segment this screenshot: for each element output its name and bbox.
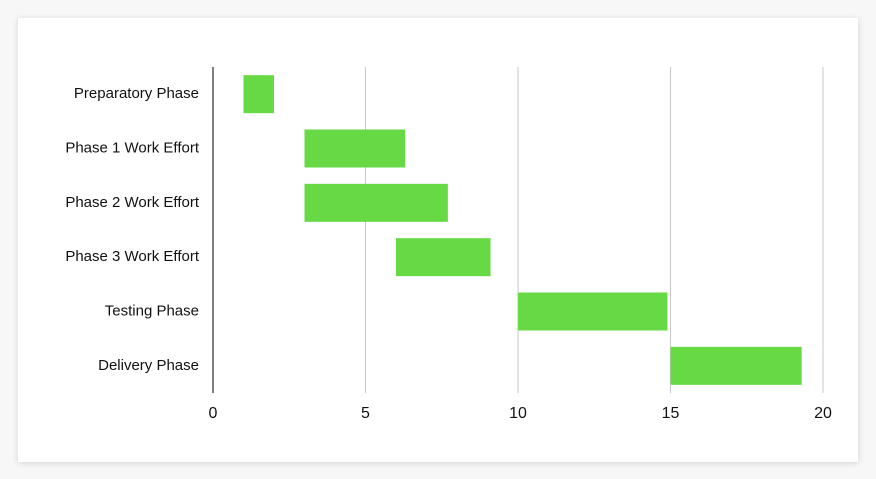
bar [304, 183, 448, 222]
bar [304, 129, 406, 168]
x-tick-label: 15 [662, 405, 680, 422]
x-tick-label: 10 [509, 405, 527, 422]
y-tick-label: Phase 2 Work Effort [65, 194, 200, 211]
bar [670, 346, 802, 385]
y-tick-label: Phase 3 Work Effort [65, 248, 200, 265]
bar [518, 292, 668, 331]
x-tick-label: 20 [814, 405, 832, 422]
x-tick-label: 0 [209, 405, 218, 422]
bars [243, 75, 802, 385]
y-tick-label: Preparatory Phase [74, 85, 199, 102]
bar [243, 75, 274, 114]
grid [212, 67, 824, 393]
labels: 0 5 10 15 20 Preparatory Phase Phase 1 Work Ef… [65, 85, 832, 422]
x-tick-label: 5 [361, 405, 370, 422]
y-tick-label: Phase 1 Work Effort [65, 139, 200, 156]
y-tick-label: Delivery Phase [98, 357, 199, 374]
y-tick-label: Testing Phase [105, 302, 199, 319]
bar [396, 238, 491, 277]
